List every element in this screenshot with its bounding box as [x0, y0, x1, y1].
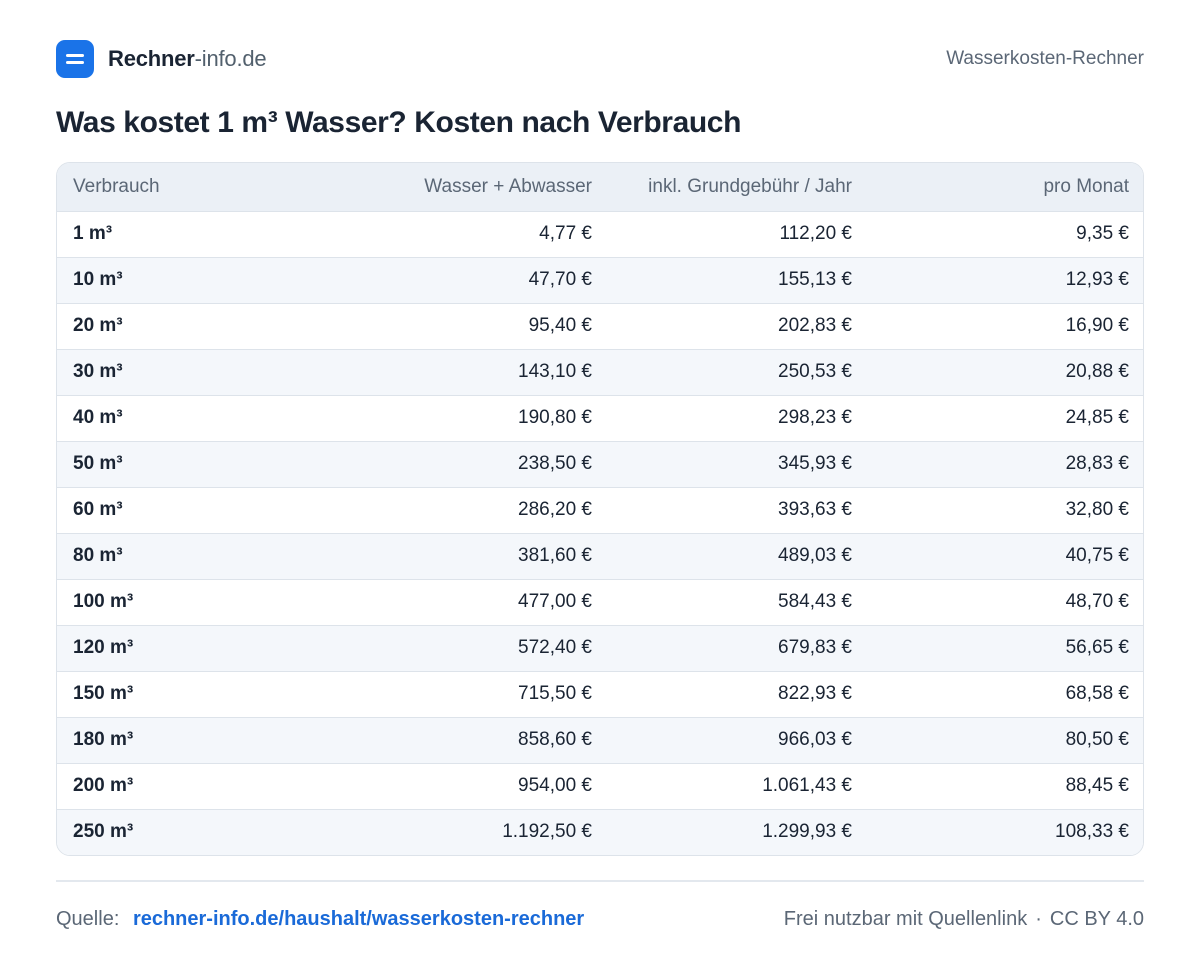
cell-wasser-abwasser: 572,40 €	[518, 637, 592, 658]
cell-grundgebuehr-jahr: 250,53 €	[778, 361, 852, 382]
cell-verbrauch: 120 m³	[73, 637, 134, 658]
cell-verbrauch: 20 m³	[73, 315, 123, 336]
cell-grundgebuehr-jahr: 584,43 €	[778, 591, 852, 612]
cell-pro-monat: 12,93 €	[1065, 269, 1129, 290]
cell-pro-monat: 88,45 €	[1065, 775, 1129, 796]
page-title: Was kostet 1 m³ Wasser? Kosten nach Verb…	[56, 106, 741, 139]
table-row: 20 m³ 95,40 € 202,83 € 16,90 €	[57, 303, 1143, 349]
table-row: 180 m³ 858,60 € 966,03 € 80,50 €	[57, 717, 1143, 763]
footer: Quelle: rechner-info.de/haushalt/wasserk…	[56, 905, 1144, 933]
cell-grundgebuehr-jahr: 202,83 €	[778, 315, 852, 336]
table-row: 50 m³ 238,50 € 345,93 € 28,83 €	[57, 441, 1143, 487]
cell-wasser-abwasser: 4,77 €	[539, 223, 592, 244]
cell-grundgebuehr-jahr: 393,63 €	[778, 499, 852, 520]
cell-pro-monat: 28,83 €	[1065, 453, 1129, 474]
cell-wasser-abwasser: 1.192,50 €	[502, 821, 592, 843]
cell-pro-monat: 56,65 €	[1065, 637, 1129, 658]
menu-lines-icon	[56, 40, 94, 78]
source-link[interactable]: rechner-info.de/haushalt/wasserkosten-re…	[132, 907, 585, 930]
separator: ·	[1035, 907, 1042, 930]
cell-verbrauch: 30 m³	[73, 361, 123, 382]
cell-verbrauch: 40 m³	[73, 407, 123, 428]
cell-pro-monat: 80,50 €	[1065, 729, 1129, 750]
source-label: Quelle:	[56, 907, 120, 930]
cell-wasser-abwasser: 954,00 €	[518, 775, 592, 796]
cell-wasser-abwasser: 190,80 €	[518, 407, 592, 428]
cell-pro-monat: 32,80 €	[1065, 499, 1129, 520]
table-row: 100 m³ 477,00 € 584,43 € 48,70 €	[57, 579, 1143, 625]
usage-note: Frei nutzbar mit Quellenlink	[783, 907, 1028, 930]
cell-pro-monat: 9,35 €	[1076, 223, 1129, 244]
column-header-verbrauch: Verbrauch	[73, 175, 160, 197]
table-row: 200 m³ 954,00 € 1.061,43 € 88,45 €	[57, 763, 1143, 809]
cell-wasser-abwasser: 143,10 €	[518, 361, 592, 382]
table-row: 120 m³ 572,40 € 679,83 € 56,65 €	[57, 625, 1143, 671]
footer-divider	[56, 880, 1144, 882]
cell-grundgebuehr-jahr: 298,23 €	[778, 407, 852, 428]
brand[interactable]: Rechner-info.de	[56, 40, 267, 78]
cell-verbrauch: 250 m³	[73, 821, 134, 843]
cell-pro-monat: 20,88 €	[1065, 361, 1129, 382]
cell-grundgebuehr-jahr: 345,93 €	[778, 453, 852, 474]
cell-wasser-abwasser: 95,40 €	[528, 315, 592, 336]
cell-grundgebuehr-jahr: 112,20 €	[779, 223, 852, 244]
cell-verbrauch: 80 m³	[73, 545, 123, 566]
cell-verbrauch: 50 m³	[73, 453, 123, 474]
cell-verbrauch: 180 m³	[73, 729, 134, 750]
cell-verbrauch: 150 m³	[73, 683, 134, 704]
table-row: 10 m³ 47,70 € 155,13 € 12,93 €	[57, 257, 1143, 303]
cell-verbrauch: 1 m³	[73, 223, 113, 244]
cell-verbrauch: 100 m³	[73, 591, 134, 612]
cell-wasser-abwasser: 715,50 €	[518, 683, 592, 704]
table-row: 80 m³ 381,60 € 489,03 € 40,75 €	[57, 533, 1143, 579]
cost-table: Verbrauch Wasser + Abwasser inkl. Grundg…	[57, 163, 1143, 855]
cell-pro-monat: 24,85 €	[1065, 407, 1129, 428]
brand-name: Rechner-info.de	[108, 46, 267, 72]
source: Quelle: rechner-info.de/haushalt/wasserk…	[56, 908, 584, 931]
cell-pro-monat: 108,33 €	[1055, 821, 1129, 843]
cell-wasser-abwasser: 477,00 €	[518, 591, 592, 612]
column-header-wasser-abwasser: Wasser + Abwasser	[424, 175, 592, 197]
cell-wasser-abwasser: 381,60 €	[518, 545, 592, 566]
cell-verbrauch: 10 m³	[73, 269, 123, 290]
table-header-row: Verbrauch Wasser + Abwasser inkl. Grundg…	[57, 163, 1143, 211]
cell-wasser-abwasser: 47,70 €	[528, 269, 592, 290]
table-body: 1 m³ 4,77 € 112,20 € 9,35 € 10 m³ 47,70 € 155,…	[57, 211, 1143, 855]
table-row: 250 m³ 1.192,50 € 1.299,93 € 108,33 €	[57, 809, 1143, 855]
cell-grundgebuehr-jahr: 1.299,93 €	[762, 821, 852, 843]
page-name: Wasserkosten-Rechner	[946, 48, 1144, 69]
cell-grundgebuehr-jahr: 489,03 €	[778, 545, 852, 566]
cell-pro-monat: 16,90 €	[1065, 315, 1129, 336]
license-info: Frei nutzbar mit Quellenlink · CC BY 4.0	[784, 908, 1144, 931]
table-row: 60 m³ 286,20 € 393,63 € 32,80 €	[57, 487, 1143, 533]
table-row: 40 m³ 190,80 € 298,23 € 24,85 €	[57, 395, 1143, 441]
cell-grundgebuehr-jahr: 679,83 €	[778, 637, 852, 658]
cell-pro-monat: 68,58 €	[1065, 683, 1129, 704]
cell-pro-monat: 40,75 €	[1065, 545, 1129, 566]
cell-verbrauch: 200 m³	[73, 775, 134, 796]
header: Rechner-info.de Wasserkosten-Rechner	[56, 40, 1144, 78]
cell-grundgebuehr-jahr: 155,13 €	[778, 269, 852, 290]
cell-wasser-abwasser: 858,60 €	[518, 729, 592, 750]
column-header-pro-monat: pro Monat	[1043, 175, 1129, 197]
cell-wasser-abwasser: 238,50 €	[518, 453, 592, 474]
cell-grundgebuehr-jahr: 966,03 €	[778, 729, 852, 750]
table-row: 30 m³ 143,10 € 250,53 € 20,88 €	[57, 349, 1143, 395]
brand-name-suffix: -info.de	[194, 46, 267, 71]
cell-pro-monat: 48,70 €	[1065, 591, 1129, 612]
table-row: 1 m³ 4,77 € 112,20 € 9,35 €	[57, 211, 1143, 257]
brand-name-bold: Rechner	[108, 46, 195, 71]
cell-verbrauch: 60 m³	[73, 499, 123, 520]
cost-table-card: Verbrauch Wasser + Abwasser inkl. Grundg…	[56, 162, 1144, 856]
cell-grundgebuehr-jahr: 1.061,43 €	[762, 775, 852, 796]
cell-grundgebuehr-jahr: 822,93 €	[778, 683, 852, 704]
column-header-grundgebuehr-jahr: inkl. Grundgebühr / Jahr	[648, 175, 852, 197]
license: CC BY 4.0	[1049, 907, 1144, 930]
table-row: 150 m³ 715,50 € 822,93 € 68,58 €	[57, 671, 1143, 717]
cell-wasser-abwasser: 286,20 €	[518, 499, 592, 520]
